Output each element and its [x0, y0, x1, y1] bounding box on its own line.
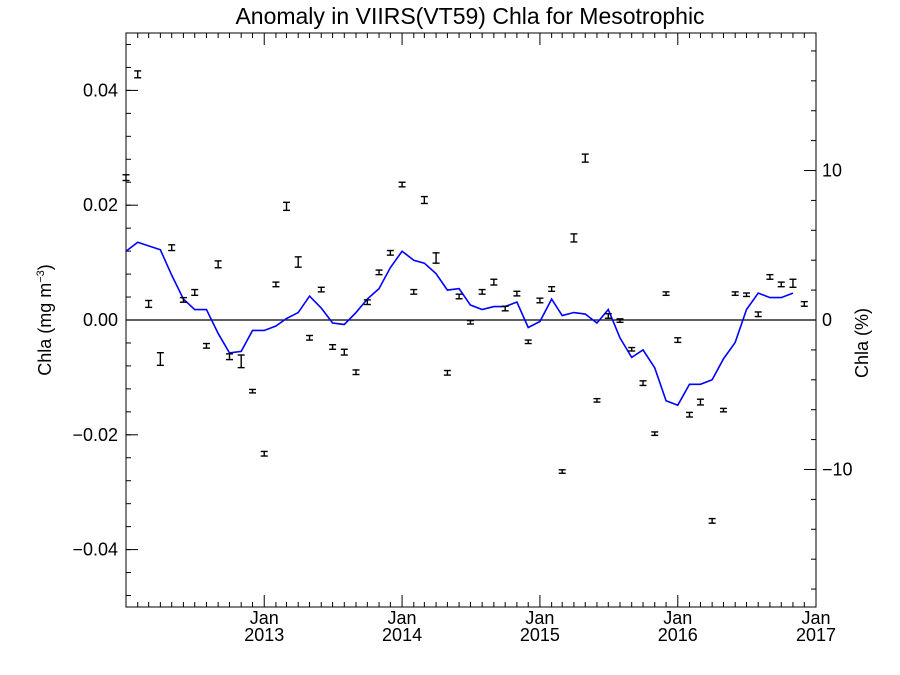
error-bar	[340, 348, 348, 356]
y-right-tick-label: 10	[822, 161, 842, 181]
error-bar	[168, 244, 176, 252]
error-bar	[432, 252, 440, 264]
x-tick-label-month: Jan	[388, 608, 417, 628]
error-bar	[593, 397, 601, 403]
error-bar	[306, 334, 314, 341]
x-tick-label-year: 2017	[796, 625, 836, 645]
error-bar	[777, 281, 785, 288]
error-bar	[134, 70, 142, 79]
error-bar	[651, 431, 659, 437]
error-bar	[501, 305, 509, 312]
y-left-tick-label: 0.02	[83, 195, 118, 215]
y-left-tick-label: 0.00	[83, 310, 118, 330]
error-bar	[317, 286, 325, 293]
error-bar	[386, 249, 394, 256]
error-bar	[455, 293, 463, 300]
x-tick-label-year: 2016	[658, 625, 698, 645]
y-left-tick-label: 0.04	[83, 80, 118, 100]
y-right-tick-label: −10	[822, 459, 853, 479]
y-axis-right-label: Chla (%)	[852, 308, 872, 378]
blue-line-group	[125, 241, 794, 407]
x-tick-label-month: Jan	[250, 608, 279, 628]
error-bar	[789, 278, 797, 288]
error-bar	[719, 407, 727, 413]
plot-frame	[125, 32, 817, 608]
error-bar	[536, 297, 544, 304]
error-bar	[398, 181, 406, 188]
error-bar	[478, 288, 486, 295]
error-bar	[294, 256, 302, 268]
anomaly-percent-line	[125, 241, 794, 407]
error-bar	[375, 269, 383, 276]
error-bar	[214, 260, 222, 269]
error-bar	[420, 195, 428, 205]
error-bar	[191, 288, 199, 297]
error-bar	[513, 290, 521, 297]
y-axis-left-label-close: )	[35, 264, 55, 270]
error-bar	[352, 369, 360, 376]
error-bar	[225, 353, 233, 361]
chart-title: Anomaly in VIIRS(VT59) Chla for Mesotrop…	[235, 3, 704, 29]
error-bar	[363, 299, 371, 306]
error-bar	[800, 300, 808, 307]
error-bar	[329, 343, 337, 350]
y-right-tick-label: 0	[822, 310, 832, 330]
error-bar	[524, 339, 532, 345]
error-bar	[410, 288, 418, 295]
error-bar	[708, 517, 716, 524]
error-bar	[558, 469, 566, 474]
error-bar	[639, 380, 647, 387]
error-bar	[766, 273, 774, 280]
error-bar	[674, 337, 682, 344]
error-bar	[272, 281, 280, 288]
error-bar	[490, 278, 498, 286]
error-bar	[731, 291, 739, 297]
error-bar	[628, 346, 636, 352]
y-left-tick-label: −0.04	[72, 540, 118, 560]
error-bar	[237, 354, 245, 369]
y-left-tick-label: −0.02	[72, 425, 118, 445]
x-tick-label-year: 2014	[382, 625, 422, 645]
error-bar	[179, 296, 187, 303]
x-tick-label-year: 2013	[244, 625, 284, 645]
error-bar	[443, 369, 451, 376]
error-bar	[754, 311, 762, 318]
x-tick-label-month: Jan	[801, 608, 830, 628]
error-bar	[662, 291, 670, 297]
error-bar	[548, 286, 556, 292]
error-bar	[202, 342, 210, 349]
error-bar	[616, 318, 624, 323]
error-bar	[696, 398, 704, 406]
error-bar	[685, 411, 693, 418]
error-bar	[581, 153, 589, 163]
error-bar	[570, 233, 578, 243]
x-tick-label-year: 2015	[520, 625, 560, 645]
y-axis-left-label-superscript: −3	[35, 270, 47, 283]
error-bar	[743, 292, 751, 298]
error-bar	[145, 299, 153, 309]
error-bar	[249, 388, 257, 394]
x-tick-label-month: Jan	[525, 608, 554, 628]
y-axis-left-label: Chla (mg m−3)	[35, 264, 55, 376]
errorbar-group	[122, 70, 808, 524]
error-bar	[466, 319, 474, 325]
error-bar	[260, 450, 268, 457]
error-bar	[156, 352, 164, 367]
error-bar	[604, 312, 612, 319]
x-tick-label-month: Jan	[663, 608, 692, 628]
error-bar	[283, 201, 291, 212]
y-axis-left-label-text: Chla (mg m	[35, 283, 55, 376]
